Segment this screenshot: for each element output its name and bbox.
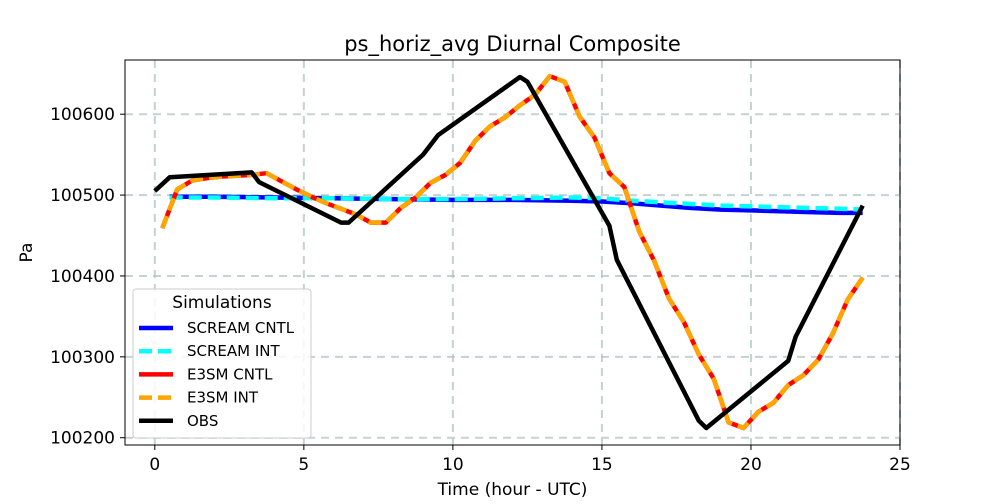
series-line-scream-int xyxy=(169,195,863,212)
legend-label: OBS xyxy=(187,412,218,430)
y-tick-label: 100500 xyxy=(50,186,115,206)
y-tick-label: 100300 xyxy=(50,348,115,368)
y-tick-label: 100600 xyxy=(50,105,115,125)
plot-series xyxy=(153,73,865,431)
x-tick-label: 10 xyxy=(442,455,464,475)
axis-ticks: 0 5 10 15 20 25 100200 100300 100400 100500 100600 xyxy=(50,105,911,475)
legend-label: SCREAM INT xyxy=(187,342,281,360)
series-line-e3sm-int xyxy=(160,73,865,431)
legend-box xyxy=(132,288,312,439)
y-tick-label: 100200 xyxy=(50,429,115,449)
legend: Simulations SCREAM CNTL SCREAM INT E3SM CN… xyxy=(132,288,312,439)
series-line-obs xyxy=(153,74,865,431)
x-tick-label: 15 xyxy=(591,455,613,475)
y-tick-label: 100400 xyxy=(50,267,115,287)
x-tick-label: 0 xyxy=(149,455,160,475)
plot-frame xyxy=(124,59,901,446)
legend-label: E3SM INT xyxy=(187,389,259,407)
x-axis-label: Time (hour - UTC) xyxy=(437,480,588,500)
y-axis-label: Pa xyxy=(17,243,37,263)
x-tick-label: 25 xyxy=(889,455,911,475)
legend-label: E3SM CNTL xyxy=(187,365,273,383)
chart-title: ps_horiz_avg Diurnal Composite xyxy=(344,32,681,57)
x-tick-label: 5 xyxy=(298,455,309,475)
legend-title: Simulations xyxy=(172,293,272,313)
x-tick-label: 20 xyxy=(740,455,762,475)
legend-label: SCREAM CNTL xyxy=(187,319,295,337)
legend-entries: SCREAM CNTL SCREAM INT E3SM CNTL E3SM INT OB… xyxy=(139,319,295,430)
